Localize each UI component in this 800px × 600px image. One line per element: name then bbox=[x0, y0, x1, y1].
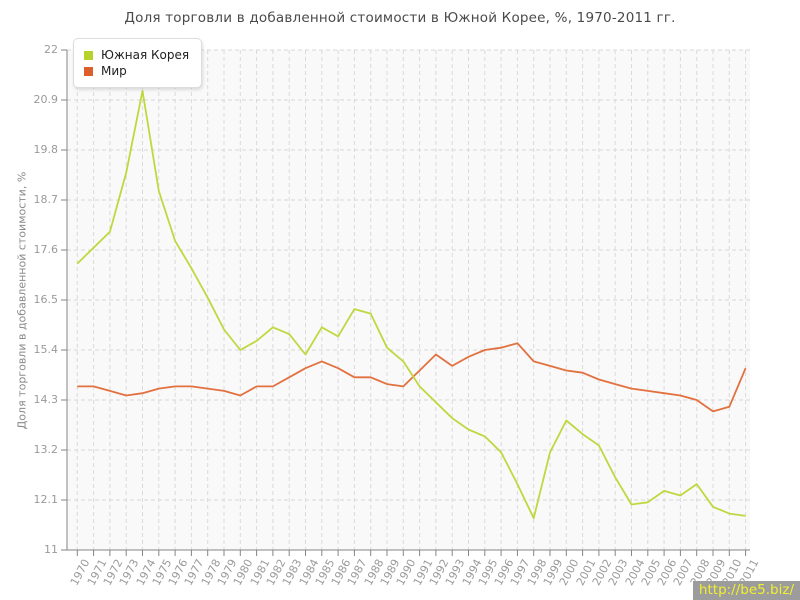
legend-label-world: Мир bbox=[101, 64, 127, 78]
legend: Южная Корея Мир bbox=[73, 38, 203, 88]
legend-item-korea: Южная Корея bbox=[84, 48, 189, 62]
series-world-line bbox=[77, 342, 747, 413]
y-tick-label: 11 bbox=[44, 543, 58, 556]
y-tick-label: 13.2 bbox=[33, 443, 59, 456]
y-tick-label: 15.4 bbox=[33, 343, 59, 356]
legend-label-korea: Южная Корея bbox=[101, 48, 190, 62]
y-tick-label: 20.9 bbox=[33, 93, 59, 106]
chart-title: Доля торговли в добавленной стоимости в … bbox=[124, 10, 676, 26]
y-tick-label: 12.1 bbox=[33, 493, 59, 506]
series-korea-line bbox=[76, 90, 746, 520]
y-tick-label: 17.6 bbox=[33, 243, 59, 256]
legend-item-world: Мир bbox=[84, 64, 189, 78]
plot-area bbox=[61, 49, 750, 556]
legend-swatch-korea-icon bbox=[84, 50, 93, 60]
y-tick-label: 18.7 bbox=[33, 193, 59, 206]
watermark-link[interactable]: http://be5.biz/ bbox=[692, 581, 800, 600]
legend-swatch-world-icon bbox=[84, 66, 93, 76]
y-tick-label: 16.5 bbox=[33, 293, 59, 306]
y-tick-label: 22 bbox=[44, 43, 58, 56]
y-tick-label: 14.3 bbox=[33, 393, 59, 406]
y-tick-label: 19.8 bbox=[33, 143, 59, 156]
